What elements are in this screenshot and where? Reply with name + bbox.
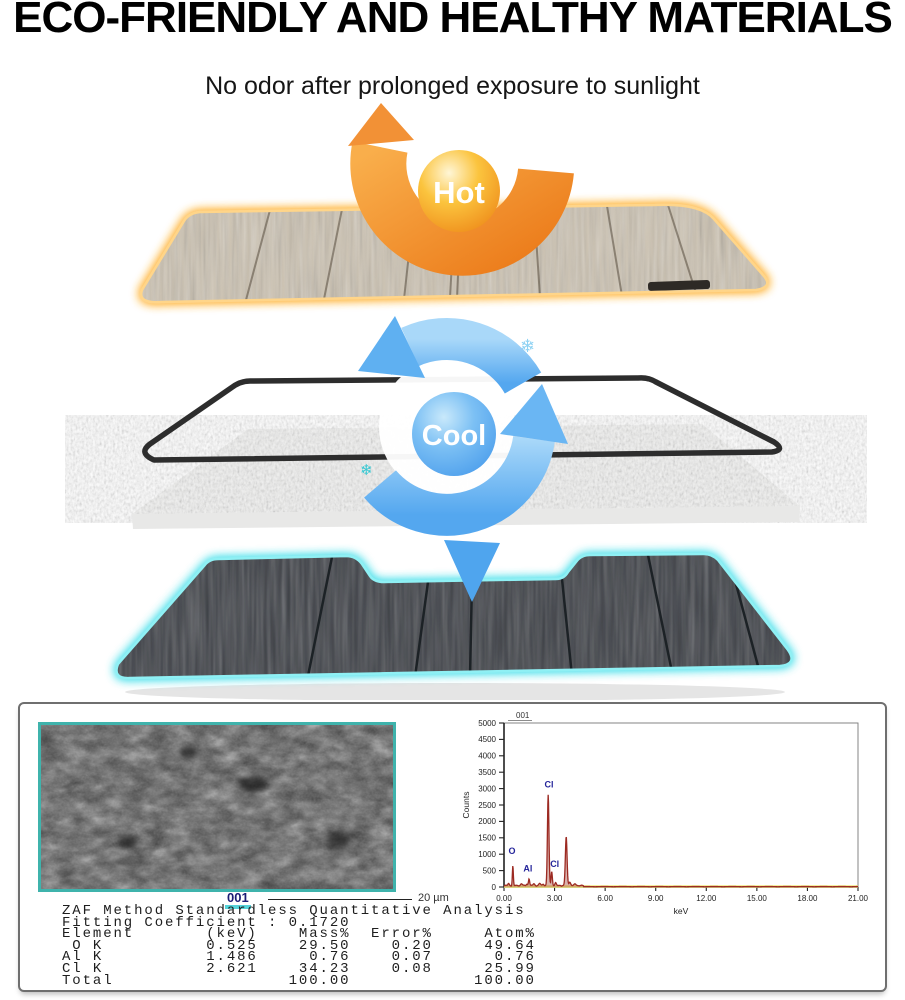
x-tick-label: 15.00 <box>747 894 768 903</box>
cool-arc-top <box>401 317 542 395</box>
cool-arrow-head-down <box>444 540 500 602</box>
windshield-frame <box>142 375 783 463</box>
brand-tag <box>647 280 711 291</box>
x-tick-label: 18.00 <box>797 894 818 903</box>
tan-shade-outline <box>139 203 769 304</box>
peak-label: Cl <box>544 779 553 789</box>
hot-arrow-arc <box>350 141 574 276</box>
peak-label: O <box>509 846 516 856</box>
y-tick-label: 5000 <box>478 719 496 728</box>
chart-plot-area: 0 500 1000 1500 2000 2500 3000 3500 4000 4500 5000… <box>478 719 868 903</box>
hot-sphere: Hot <box>418 150 500 232</box>
x-tick-label: 9.00 <box>648 894 664 903</box>
cool-sphere <box>412 392 496 476</box>
ground-shadow <box>125 683 785 700</box>
cool-arrow-head-right <box>500 384 568 444</box>
cool-label: Cool <box>422 420 486 452</box>
hot-arrow <box>348 103 574 276</box>
sem-image <box>38 722 396 892</box>
sem-caption: 001 20 µm <box>20 890 480 909</box>
y-tick-label: 2000 <box>478 817 496 826</box>
cool-arrow-head-top <box>358 316 425 378</box>
y-tick-label: 1000 <box>478 850 496 859</box>
sunshade-layer-black <box>115 552 793 680</box>
sem-scale-bar <box>268 899 412 900</box>
sem-id-label: 001 <box>225 890 251 909</box>
black-shade-outline <box>115 552 793 680</box>
y-tick-label: 2500 <box>478 801 496 810</box>
y-axis-title: Counts <box>461 792 471 819</box>
x-tick-label: 6.00 <box>597 894 613 903</box>
page-subtitle: No odor after prolonged exposure to sunl… <box>205 72 700 100</box>
x-axis-title: keV <box>674 906 689 916</box>
peak-label: Al <box>523 864 532 874</box>
peak-label: Cl <box>550 859 559 869</box>
x-tick-label: 3.00 <box>547 894 563 903</box>
eds-spectrum-chart: 001 Counts keV 0 500 1000 1500 2000 2500 3000 3… <box>461 711 869 916</box>
y-tick-label: 1500 <box>478 834 496 843</box>
spectrum-line <box>503 794 859 888</box>
y-tick-label: 4000 <box>478 752 496 761</box>
sem-scale-label: 20 µm <box>418 892 449 904</box>
lab-report-panel: 001 20 µm 001 Counts keV 0 500 1000 1500 200… <box>18 702 887 992</box>
x-tick-label: 21.00 <box>848 894 869 903</box>
snowflake-icon: ❄ <box>360 462 373 479</box>
cool-arc-bottom <box>364 435 555 536</box>
y-tick-label: 3000 <box>478 784 496 793</box>
layers-illustration: Hot ❄ <box>115 103 800 700</box>
cool-cycle: ❄ ❄ ❄ ❄ ❄ Cool <box>358 316 568 602</box>
sem-border <box>38 722 396 892</box>
x-tick-label: 0.00 <box>496 894 512 903</box>
y-tick-label: 0 <box>492 883 497 892</box>
hot-arrow-head <box>348 103 414 146</box>
hot-label: Hot <box>433 175 485 210</box>
page-title: ECO-FRIENDLY AND HEALTHY MATERIALS <box>13 0 893 42</box>
sem-pores <box>118 746 350 849</box>
analysis-table: ZAF Method Standardless Quantitative Ana… <box>62 903 536 989</box>
chart-id-label: 001 <box>516 711 530 720</box>
y-tick-label: 3500 <box>478 768 496 777</box>
x-tick-label: 12.00 <box>696 894 717 903</box>
y-tick-label: 4500 <box>478 735 496 744</box>
y-tick-label: 500 <box>483 866 497 875</box>
spectrum-fill <box>504 794 858 887</box>
